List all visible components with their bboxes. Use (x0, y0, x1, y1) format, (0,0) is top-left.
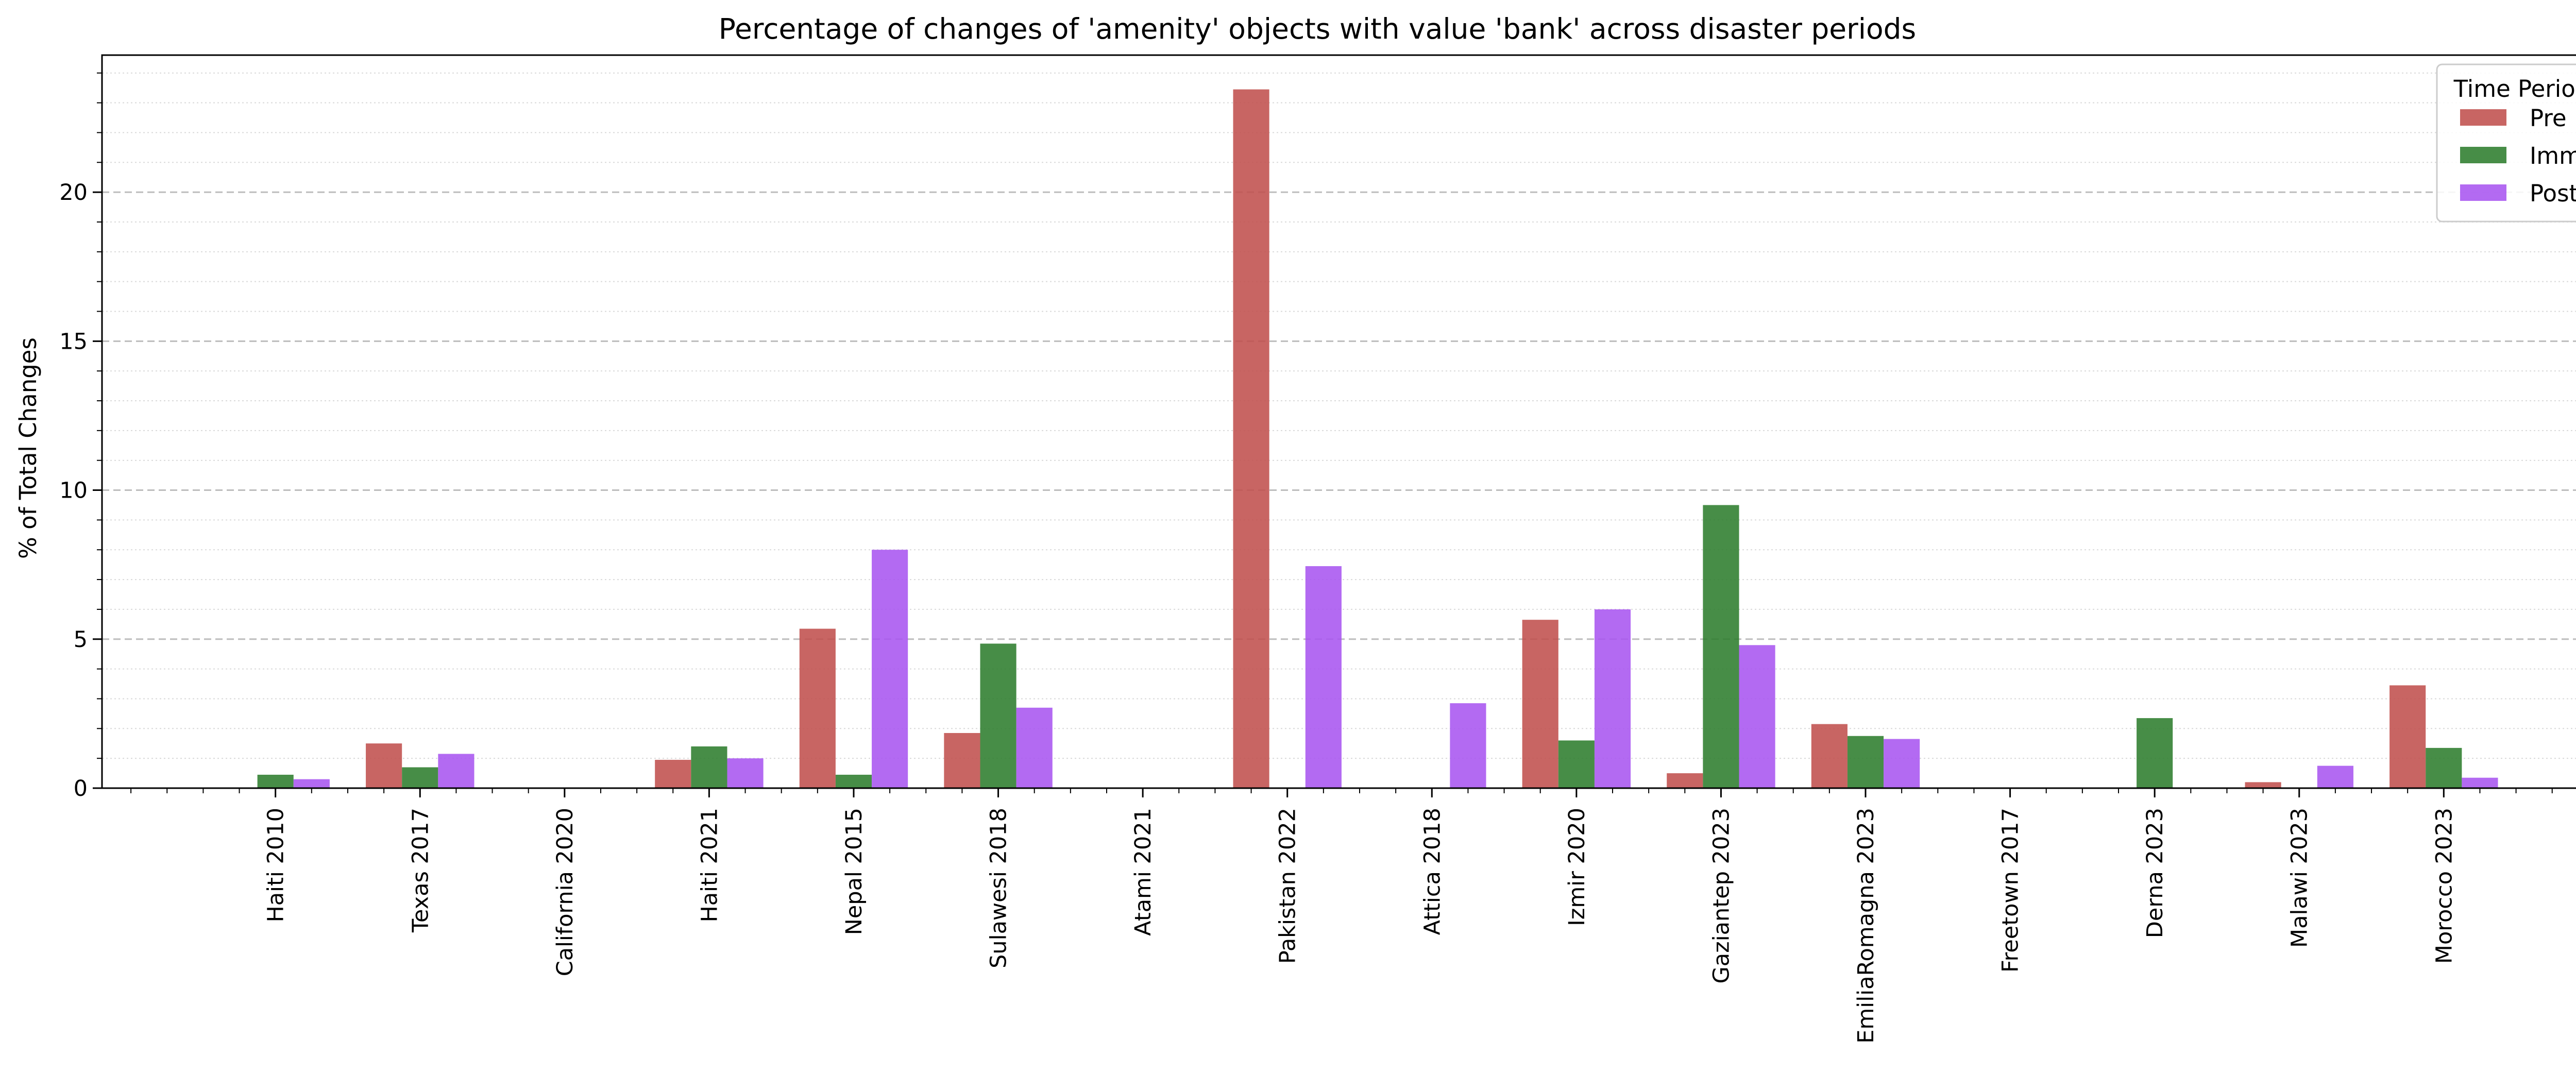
bar-imm-5 (980, 643, 1016, 788)
bar-imm-3 (691, 746, 727, 788)
bar-post-9 (1594, 609, 1631, 788)
bar-imm-10 (1703, 505, 1739, 788)
y-tick-label: 15 (59, 329, 88, 354)
bar-post-1 (438, 754, 474, 788)
bar-pre-5 (944, 733, 980, 788)
legend-title: Time Period (2453, 75, 2576, 103)
bar-post-10 (1739, 645, 1775, 788)
x-tick-label: EmiliaRomagna 2023 (1853, 808, 1879, 1044)
bar-imm-11 (1847, 736, 1884, 788)
x-tick-label: Nepal 2015 (841, 808, 867, 935)
bars (257, 89, 2498, 789)
bar-post-3 (727, 758, 764, 788)
legend-label-post: Post (2530, 180, 2576, 207)
x-tick-label: Pakistan 2022 (1275, 808, 1301, 964)
bar-pre-4 (799, 628, 836, 788)
x-tick-label: Texas 2017 (408, 808, 433, 933)
bar-imm-15 (2426, 747, 2462, 788)
chart-title: Percentage of changes of 'amenity' objec… (719, 12, 1916, 45)
bar-post-4 (872, 550, 908, 788)
bar-imm-1 (402, 767, 438, 788)
x-tick-label: Attica 2018 (1419, 808, 1445, 935)
y-tick-label: 10 (59, 478, 88, 504)
x-tick-label: California 2020 (552, 808, 578, 976)
bar-pre-9 (1522, 620, 1558, 788)
bar-post-8 (1450, 703, 1486, 788)
y-tick-label: 5 (74, 627, 88, 653)
x-tick-label: Morocco 2023 (2431, 808, 2457, 964)
bar-pre-10 (1667, 773, 1703, 788)
legend-swatch-pre (2460, 109, 2506, 126)
y-tick-label: 0 (74, 776, 88, 802)
axis-ticks: 0 5 10 15 20 Haiti 2010 Texas 2017 California 2… (59, 72, 2553, 1044)
bar-pre-7 (1233, 89, 1269, 789)
x-tick-label: Haiti 2010 (263, 808, 289, 923)
x-tick-label: Izmir 2020 (1564, 808, 1590, 926)
y-axis-label: % of Total Changes (14, 337, 42, 559)
bar-imm-0 (257, 774, 294, 788)
bar-pre-1 (366, 743, 402, 788)
grid-lines (102, 72, 2576, 759)
bar-pre-15 (2389, 685, 2426, 788)
bar-pre-11 (1811, 724, 1848, 788)
legend-frame (2436, 63, 2576, 223)
bar-post-15 (2462, 777, 2498, 788)
bar-post-5 (1016, 707, 1053, 788)
legend-swatch-post (2460, 184, 2506, 201)
bar-imm-13 (2137, 718, 2173, 788)
bar-pre-3 (655, 760, 691, 788)
x-tick-label: Gaziantep 2023 (1708, 808, 1734, 984)
x-tick-label: Derna 2023 (2142, 808, 2168, 938)
bar-post-7 (1305, 566, 1342, 788)
bar-imm-9 (1558, 740, 1595, 788)
x-tick-label: Haiti 2021 (697, 808, 722, 923)
x-tick-label: Atami 2021 (1130, 808, 1156, 936)
legend-swatch-imm (2460, 147, 2506, 163)
bar-imm-4 (835, 774, 872, 788)
x-tick-label: Sulawesi 2018 (986, 808, 1012, 968)
y-tick-label: 20 (59, 180, 88, 206)
bar-post-0 (293, 779, 330, 788)
bar-post-11 (1884, 739, 1920, 788)
bar-post-14 (2317, 765, 2353, 788)
legend-label-pre: Pre (2530, 105, 2567, 132)
legend: Time Period Pre Imm Post (2436, 63, 2576, 223)
x-tick-label: Freetown 2017 (1998, 808, 2024, 973)
legend-label-imm: Imm (2530, 142, 2576, 169)
bar-pre-14 (2245, 782, 2281, 788)
x-tick-label: Malawi 2023 (2287, 808, 2313, 948)
